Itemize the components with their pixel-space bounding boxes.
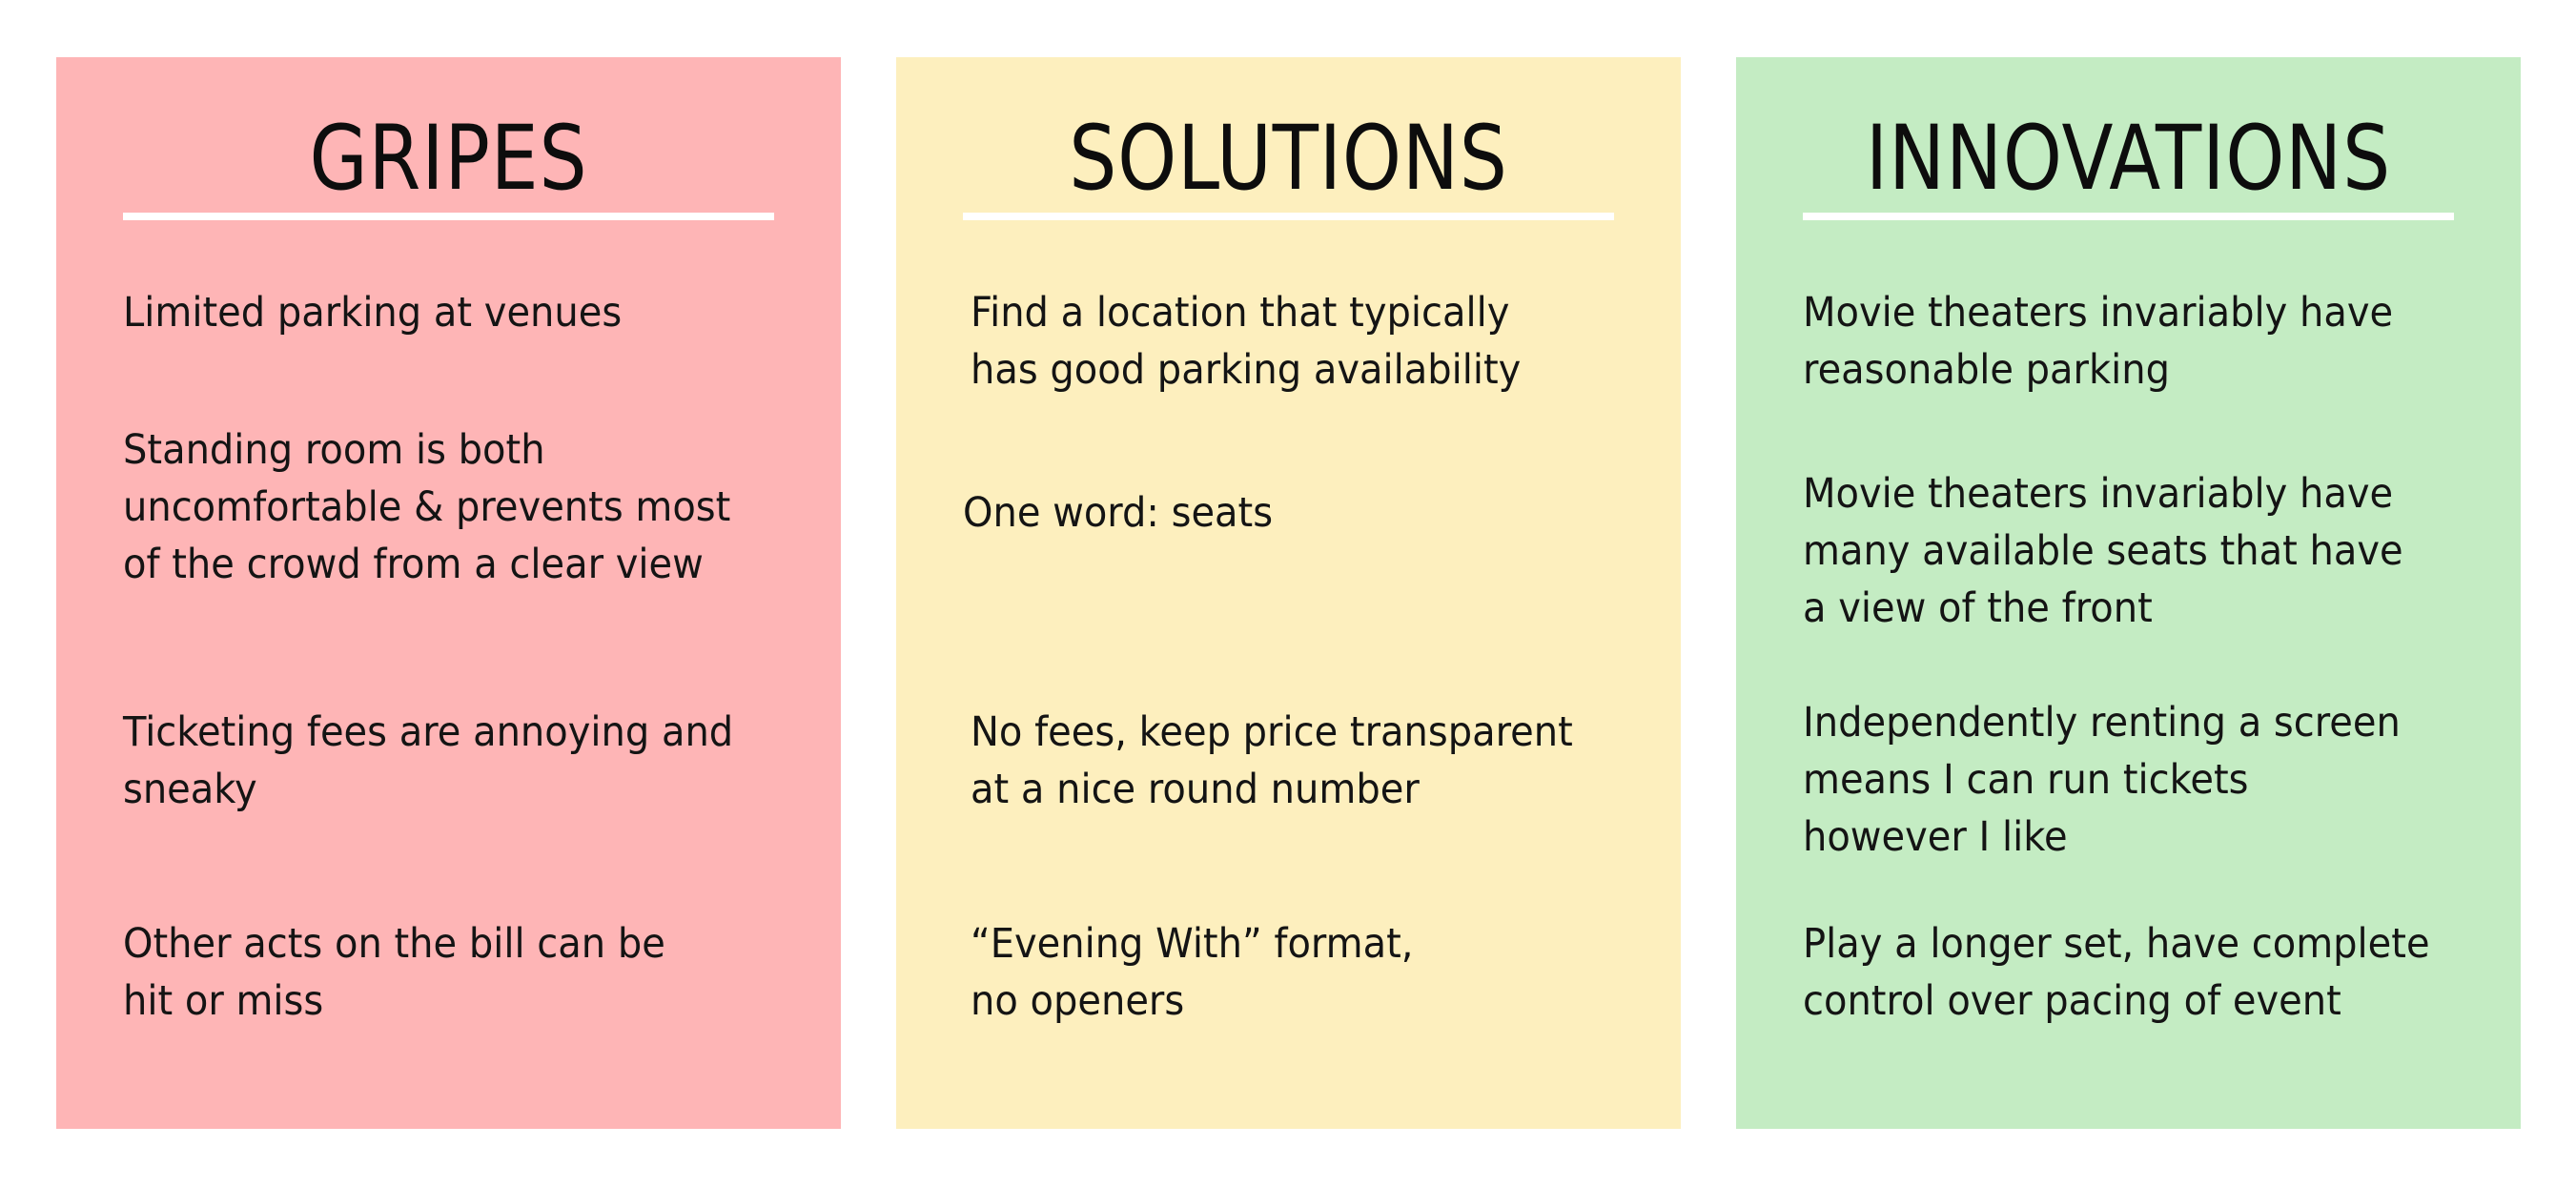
gripe-item-parking: Limited parking at venues — [123, 289, 623, 337]
solution-item-parking: Find a location that typically has good … — [971, 289, 1522, 394]
innovation-item-renting-screen: Independently renting a screen means I c… — [1803, 699, 2401, 861]
innovation-item-seats: Movie theaters invariably have many avai… — [1803, 470, 2403, 632]
innovations-title: INNOVATIONS — [1865, 107, 2392, 211]
innovations-panel: INNOVATIONS Movie theaters invariably ha… — [1736, 57, 2521, 1129]
gripe-item-standing-room: Standing room is both uncomfortable & pr… — [123, 426, 731, 588]
gripes-panel: GRIPES Limited parking at venues Standin… — [56, 57, 841, 1129]
solutions-title: SOLUTIONS — [1069, 107, 1508, 211]
solutions-title-underline — [963, 213, 1614, 220]
innovation-item-parking: Movie theaters invariably have reasonabl… — [1803, 289, 2394, 394]
innovations-title-underline — [1803, 213, 2454, 220]
solutions-panel: SOLUTIONS Find a location that typically… — [896, 57, 1681, 1129]
solution-item-no-fees: No fees, keep price transparent at a nic… — [971, 708, 1573, 813]
gripes-title: GRIPES — [309, 107, 588, 211]
gripes-title-underline — [123, 213, 774, 220]
gripe-item-ticketing-fees: Ticketing fees are annoying and sneaky — [123, 708, 734, 813]
solution-item-seats: One word: seats — [963, 489, 1274, 537]
solution-item-evening-with: “Evening With” format, no openers — [971, 920, 1414, 1025]
innovation-item-longer-set: Play a longer set, have complete control… — [1803, 920, 2430, 1025]
gripe-item-other-acts: Other acts on the bill can be hit or mis… — [123, 920, 665, 1025]
